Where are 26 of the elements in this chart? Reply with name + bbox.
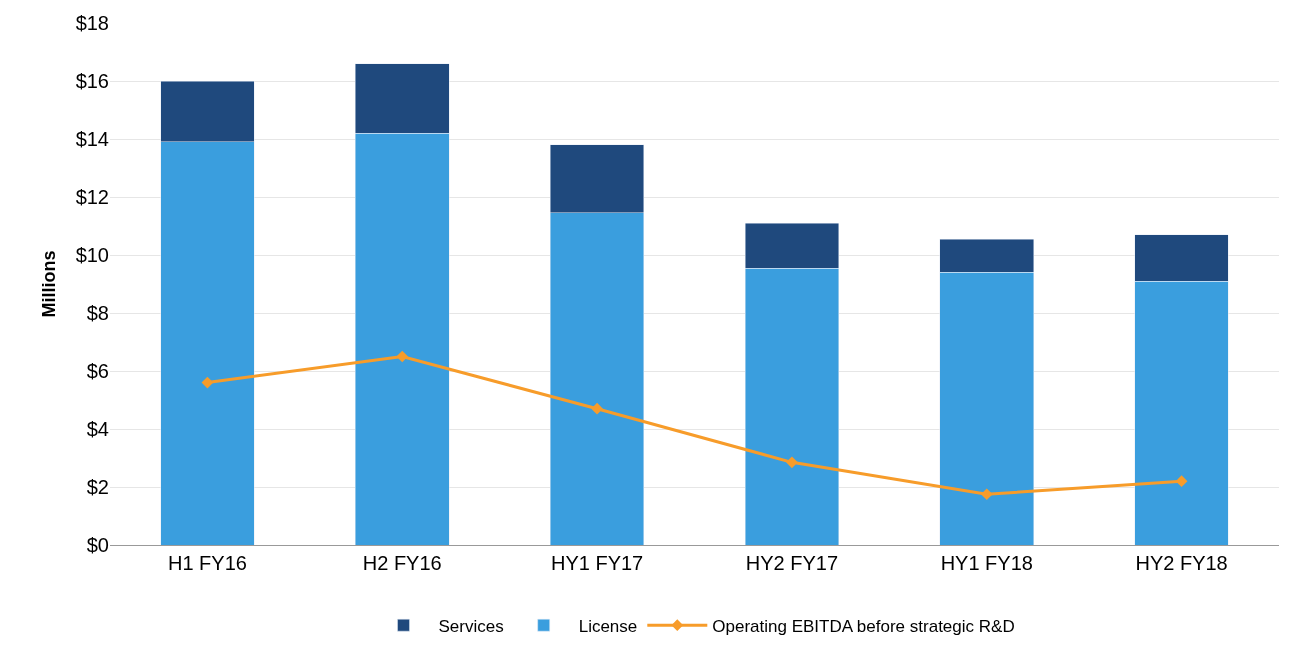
y-tick-label: $16 [75, 70, 109, 92]
y-tick-label: $14 [75, 128, 109, 150]
y-tick-label: $6 [86, 360, 109, 382]
legend-label: Operating EBITDA before strategic R&D [712, 616, 1015, 636]
x-tick-label: H1 FY16 [167, 552, 247, 574]
x-tick-label: HY2 FY18 [1135, 552, 1228, 574]
point [786, 456, 798, 469]
legend-label: License [578, 616, 638, 636]
point [396, 350, 409, 363]
x-tick-label: HY1 FY17 [550, 552, 644, 574]
y-tick-label: $10 [75, 244, 109, 266]
y-tick-label: $8 [86, 302, 109, 324]
y-tick-label: $12 [75, 186, 109, 208]
y-tick-label: $0 [86, 534, 109, 556]
x-tick-label: HY1 FY18 [940, 552, 1033, 574]
legend-label: Services [438, 616, 504, 636]
y-tick-label: $2 [86, 476, 109, 498]
point [980, 488, 993, 501]
y-tick-label: $18 [75, 12, 109, 34]
point [591, 402, 603, 415]
y-axis-title: Millions [38, 250, 59, 318]
x-tick-label: HY2 FY17 [745, 552, 839, 574]
y-tick-label: $4 [86, 418, 109, 440]
x-tick-label: H2 FY16 [362, 552, 442, 574]
point [1175, 475, 1188, 488]
point [201, 376, 214, 389]
